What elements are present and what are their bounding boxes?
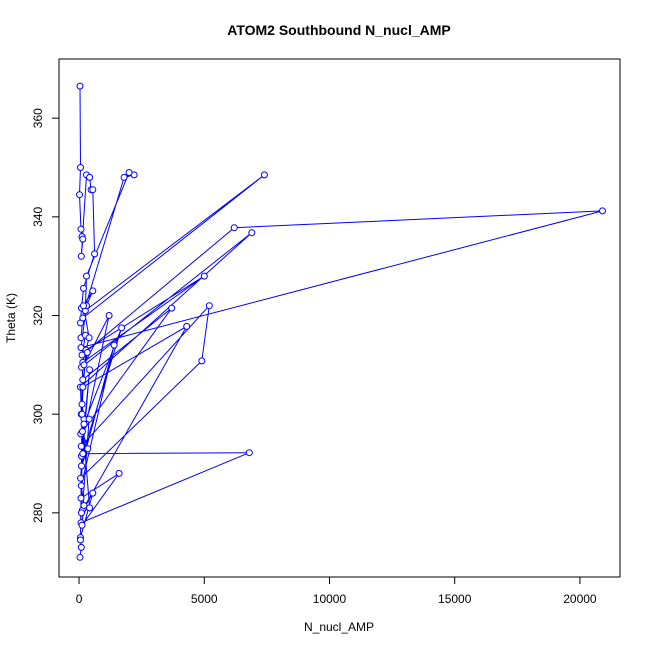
x-axis: 0 5000 10000 15000 20000: [76, 576, 597, 606]
x-axis-label: N_nucl_AMP: [304, 620, 374, 634]
data-point: [86, 366, 94, 374]
data-point: [76, 553, 84, 561]
data-point: [80, 284, 87, 292]
data-point: [118, 324, 126, 332]
data-point: [200, 272, 208, 280]
x-tick-label: 15000: [438, 592, 472, 606]
data-point: [78, 400, 86, 408]
x-tick-label: 0: [76, 592, 83, 606]
data-point: [77, 536, 84, 544]
data-point: [183, 322, 191, 330]
data-point: [80, 361, 88, 369]
data-point: [83, 272, 90, 280]
data-point: [79, 450, 87, 458]
data-point: [83, 349, 91, 356]
data-point: [230, 224, 238, 232]
x-tick-label: 5000: [191, 592, 218, 606]
data-point: [79, 376, 87, 384]
y-axis: 280 300 320 340 360: [31, 108, 60, 523]
data-point: [198, 357, 206, 365]
data-point: [86, 173, 94, 181]
data-point: [78, 410, 86, 418]
data-point: [205, 302, 213, 310]
data-point: [79, 383, 87, 391]
data-point: [80, 420, 88, 428]
data-point: [78, 521, 86, 529]
data-point: [79, 235, 87, 243]
y-axis-label: Theta (K): [4, 293, 18, 343]
data-point: [168, 304, 176, 312]
data-point: [77, 474, 84, 482]
x-tick-label: 20000: [563, 592, 597, 606]
data-point: [115, 469, 123, 477]
data-point: [79, 314, 87, 322]
data-point: [245, 449, 253, 457]
data-point: [89, 489, 97, 497]
data-point: [78, 462, 85, 470]
data-point: [105, 312, 113, 319]
y-tick-label: 300: [31, 404, 45, 424]
data-point: [84, 445, 92, 453]
y-tick-label: 280: [31, 503, 45, 523]
data-point: [248, 229, 256, 237]
data-point: [85, 415, 93, 423]
data-point: [77, 164, 84, 171]
data-point: [77, 543, 85, 551]
data-point: [77, 482, 85, 490]
data-point: [89, 186, 97, 194]
data-points: [76, 82, 606, 561]
y-tick-label: 360: [31, 108, 45, 128]
data-point: [80, 502, 88, 509]
data-point: [125, 169, 133, 176]
data-point: [79, 428, 86, 435]
data-point: [80, 302, 87, 310]
data-point: [76, 191, 83, 199]
data-point: [85, 334, 93, 342]
data-point: [78, 509, 85, 517]
data-point: [77, 494, 85, 502]
data-point: [77, 225, 85, 233]
data-point: [260, 171, 268, 179]
data-point: [77, 252, 85, 260]
data-point: [76, 82, 84, 90]
data-point: [91, 250, 99, 258]
y-tick-label: 340: [31, 207, 45, 227]
data-point: [120, 173, 128, 181]
data-point: [599, 207, 606, 215]
x-tick-label: 10000: [313, 592, 347, 606]
data-point: [110, 341, 118, 349]
data-point: [77, 442, 85, 450]
data-point: [86, 504, 94, 512]
chart-title: ATOM2 Southbound N_nucl_AMP: [227, 22, 450, 38]
y-tick-label: 320: [31, 305, 45, 325]
data-point: [89, 287, 97, 295]
